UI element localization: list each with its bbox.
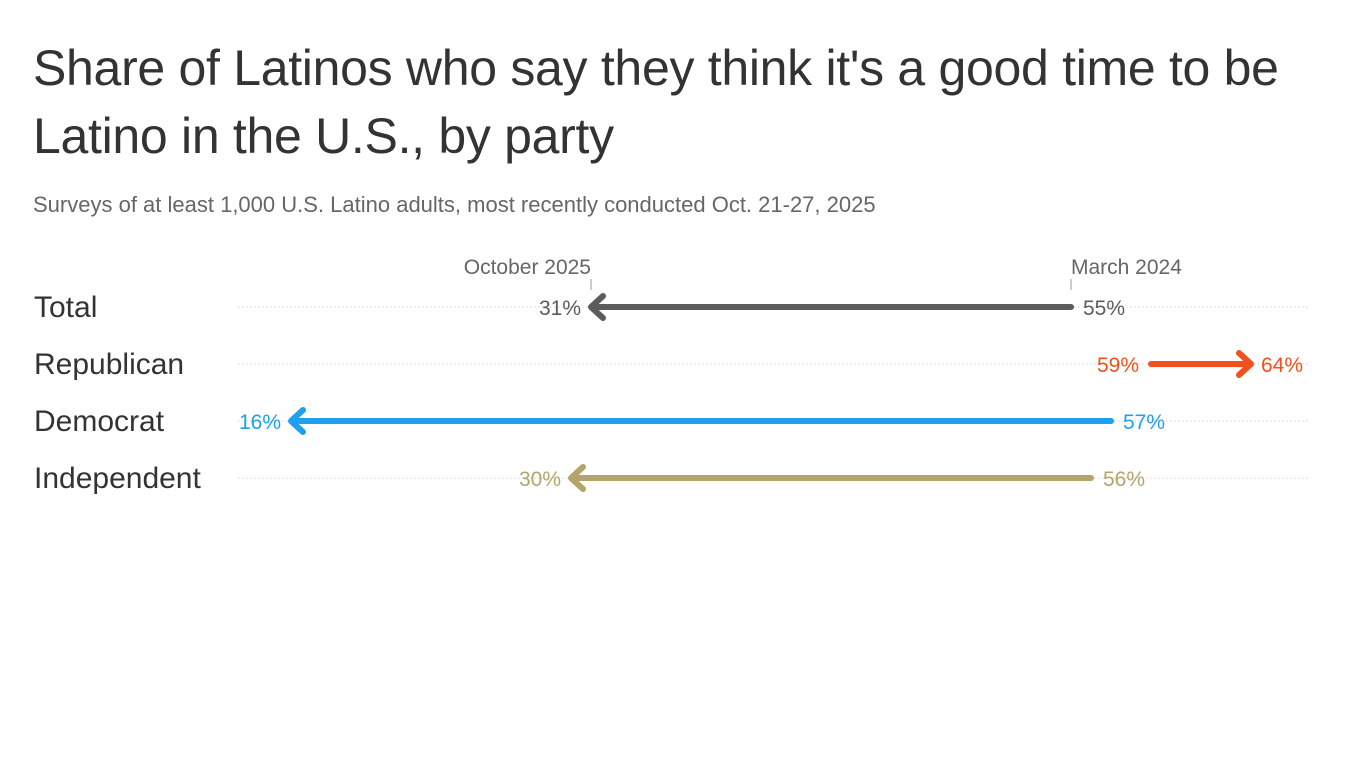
arrow-head-total (588, 293, 606, 321)
arrow-head-independent (568, 464, 586, 492)
row-label-total: Total (34, 291, 97, 324)
column-label-start: March 2024 (1071, 256, 1182, 279)
value-label-end-total: 31% (539, 297, 581, 320)
value-label-start-democrat: 57% (1123, 411, 1165, 434)
value-label-end-democrat: 16% (239, 411, 281, 434)
value-label-start-independent: 56% (1103, 468, 1145, 491)
value-label-start-total: 55% (1083, 297, 1125, 320)
column-label-end: October 2025 (464, 256, 591, 279)
value-label-end-independent: 30% (519, 468, 561, 491)
row-label-independent: Independent (34, 462, 201, 495)
arrow-head-republican (1236, 350, 1254, 378)
row-label-democrat: Democrat (34, 405, 165, 438)
value-label-start-republican: 59% (1097, 354, 1139, 377)
value-label-end-republican: 64% (1261, 354, 1303, 377)
row-label-republican: Republican (34, 348, 184, 381)
arrow-head-democrat (288, 407, 306, 435)
chart-subtitle: Surveys of at least 1,000 U.S. Latino ad… (33, 192, 876, 217)
chart-title: Share of Latinos who say they think it's… (33, 40, 1279, 164)
